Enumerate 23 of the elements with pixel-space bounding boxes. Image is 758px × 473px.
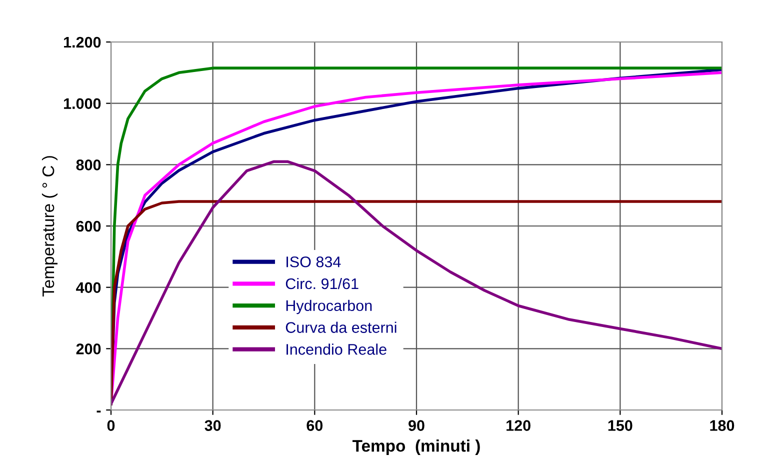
legend-label: Curva da esterni <box>286 322 396 333</box>
x-tick-label: 180 <box>710 420 734 431</box>
legend-label: Hydrocarbon <box>286 300 372 314</box>
y-tick-label: 600 <box>76 220 101 232</box>
y-tick-label: - <box>96 410 101 412</box>
y-tick-label: 200 <box>76 344 101 354</box>
x-tick-label: 150 <box>608 420 632 431</box>
x-tick-label: 0 <box>107 420 115 431</box>
y-tick-label: 1.200 <box>64 36 101 48</box>
y-tick-label: 1.000 <box>64 98 101 110</box>
x-tick-label: 60 <box>306 420 323 431</box>
line-series <box>111 160 722 406</box>
line-series <box>111 200 722 406</box>
y-axis-title: Temperature ( ° C ) <box>42 156 58 297</box>
x-axis-title: Tempo (minuti ) <box>352 440 480 456</box>
y-tick-label: 800 <box>76 160 101 170</box>
legend-label: Incendio Reale <box>286 344 386 355</box>
legend-label: ISO 834 <box>286 256 341 268</box>
x-tick-label: 120 <box>506 420 530 431</box>
x-tick-label: 90 <box>408 420 424 431</box>
legend-label: Circ. 91/61 <box>286 278 358 290</box>
y-tick-label: 400 <box>76 282 101 294</box>
x-tick-label: 30 <box>204 420 221 431</box>
